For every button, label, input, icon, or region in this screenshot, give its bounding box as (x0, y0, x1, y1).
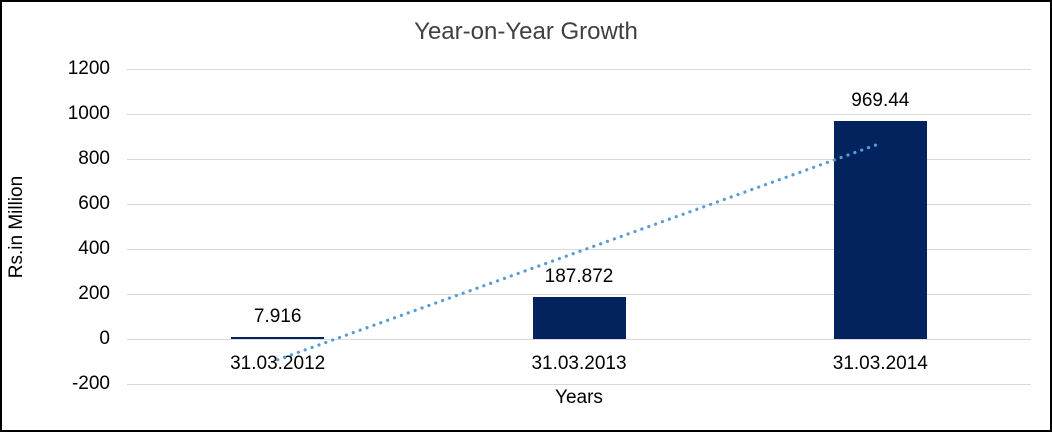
x-tick-label: 31.03.2012 (230, 353, 326, 374)
y-tick-label: 400 (78, 238, 110, 259)
y-tick-label: 600 (78, 193, 110, 214)
y-tick-label: 1200 (67, 58, 110, 79)
data-label: 187.872 (544, 265, 614, 287)
bar (532, 296, 626, 339)
y-tick-label: -200 (71, 373, 110, 394)
bar (231, 337, 325, 340)
data-label: 969.44 (851, 89, 910, 111)
bar (833, 120, 927, 339)
y-tick-label: 0 (99, 328, 110, 349)
x-tick-label: 31.03.2013 (531, 353, 627, 374)
data-label: 7.916 (253, 306, 302, 328)
x-axis-title: Years (555, 387, 603, 408)
y-tick-label: 1000 (67, 103, 110, 124)
plot-area: 7.916 31.03.2012 187.872 31.03.2013 969.44 31… (127, 69, 1031, 385)
trendline (276, 141, 882, 362)
gridline (127, 69, 1031, 70)
gridline (127, 114, 1031, 115)
y-axis-title: Rs.in Million (6, 175, 27, 279)
x-tick-label: 31.03.2014 (832, 353, 928, 374)
chart-title: Year-on-Year Growth (414, 18, 638, 45)
gridline (127, 339, 1031, 340)
y-tick-label: 200 (78, 283, 110, 304)
gridline (127, 294, 1031, 295)
gridline (127, 159, 1031, 160)
gridline (127, 384, 1031, 385)
gridline (127, 204, 1031, 205)
y-tick-label: 800 (78, 148, 110, 169)
gridline (127, 249, 1031, 250)
